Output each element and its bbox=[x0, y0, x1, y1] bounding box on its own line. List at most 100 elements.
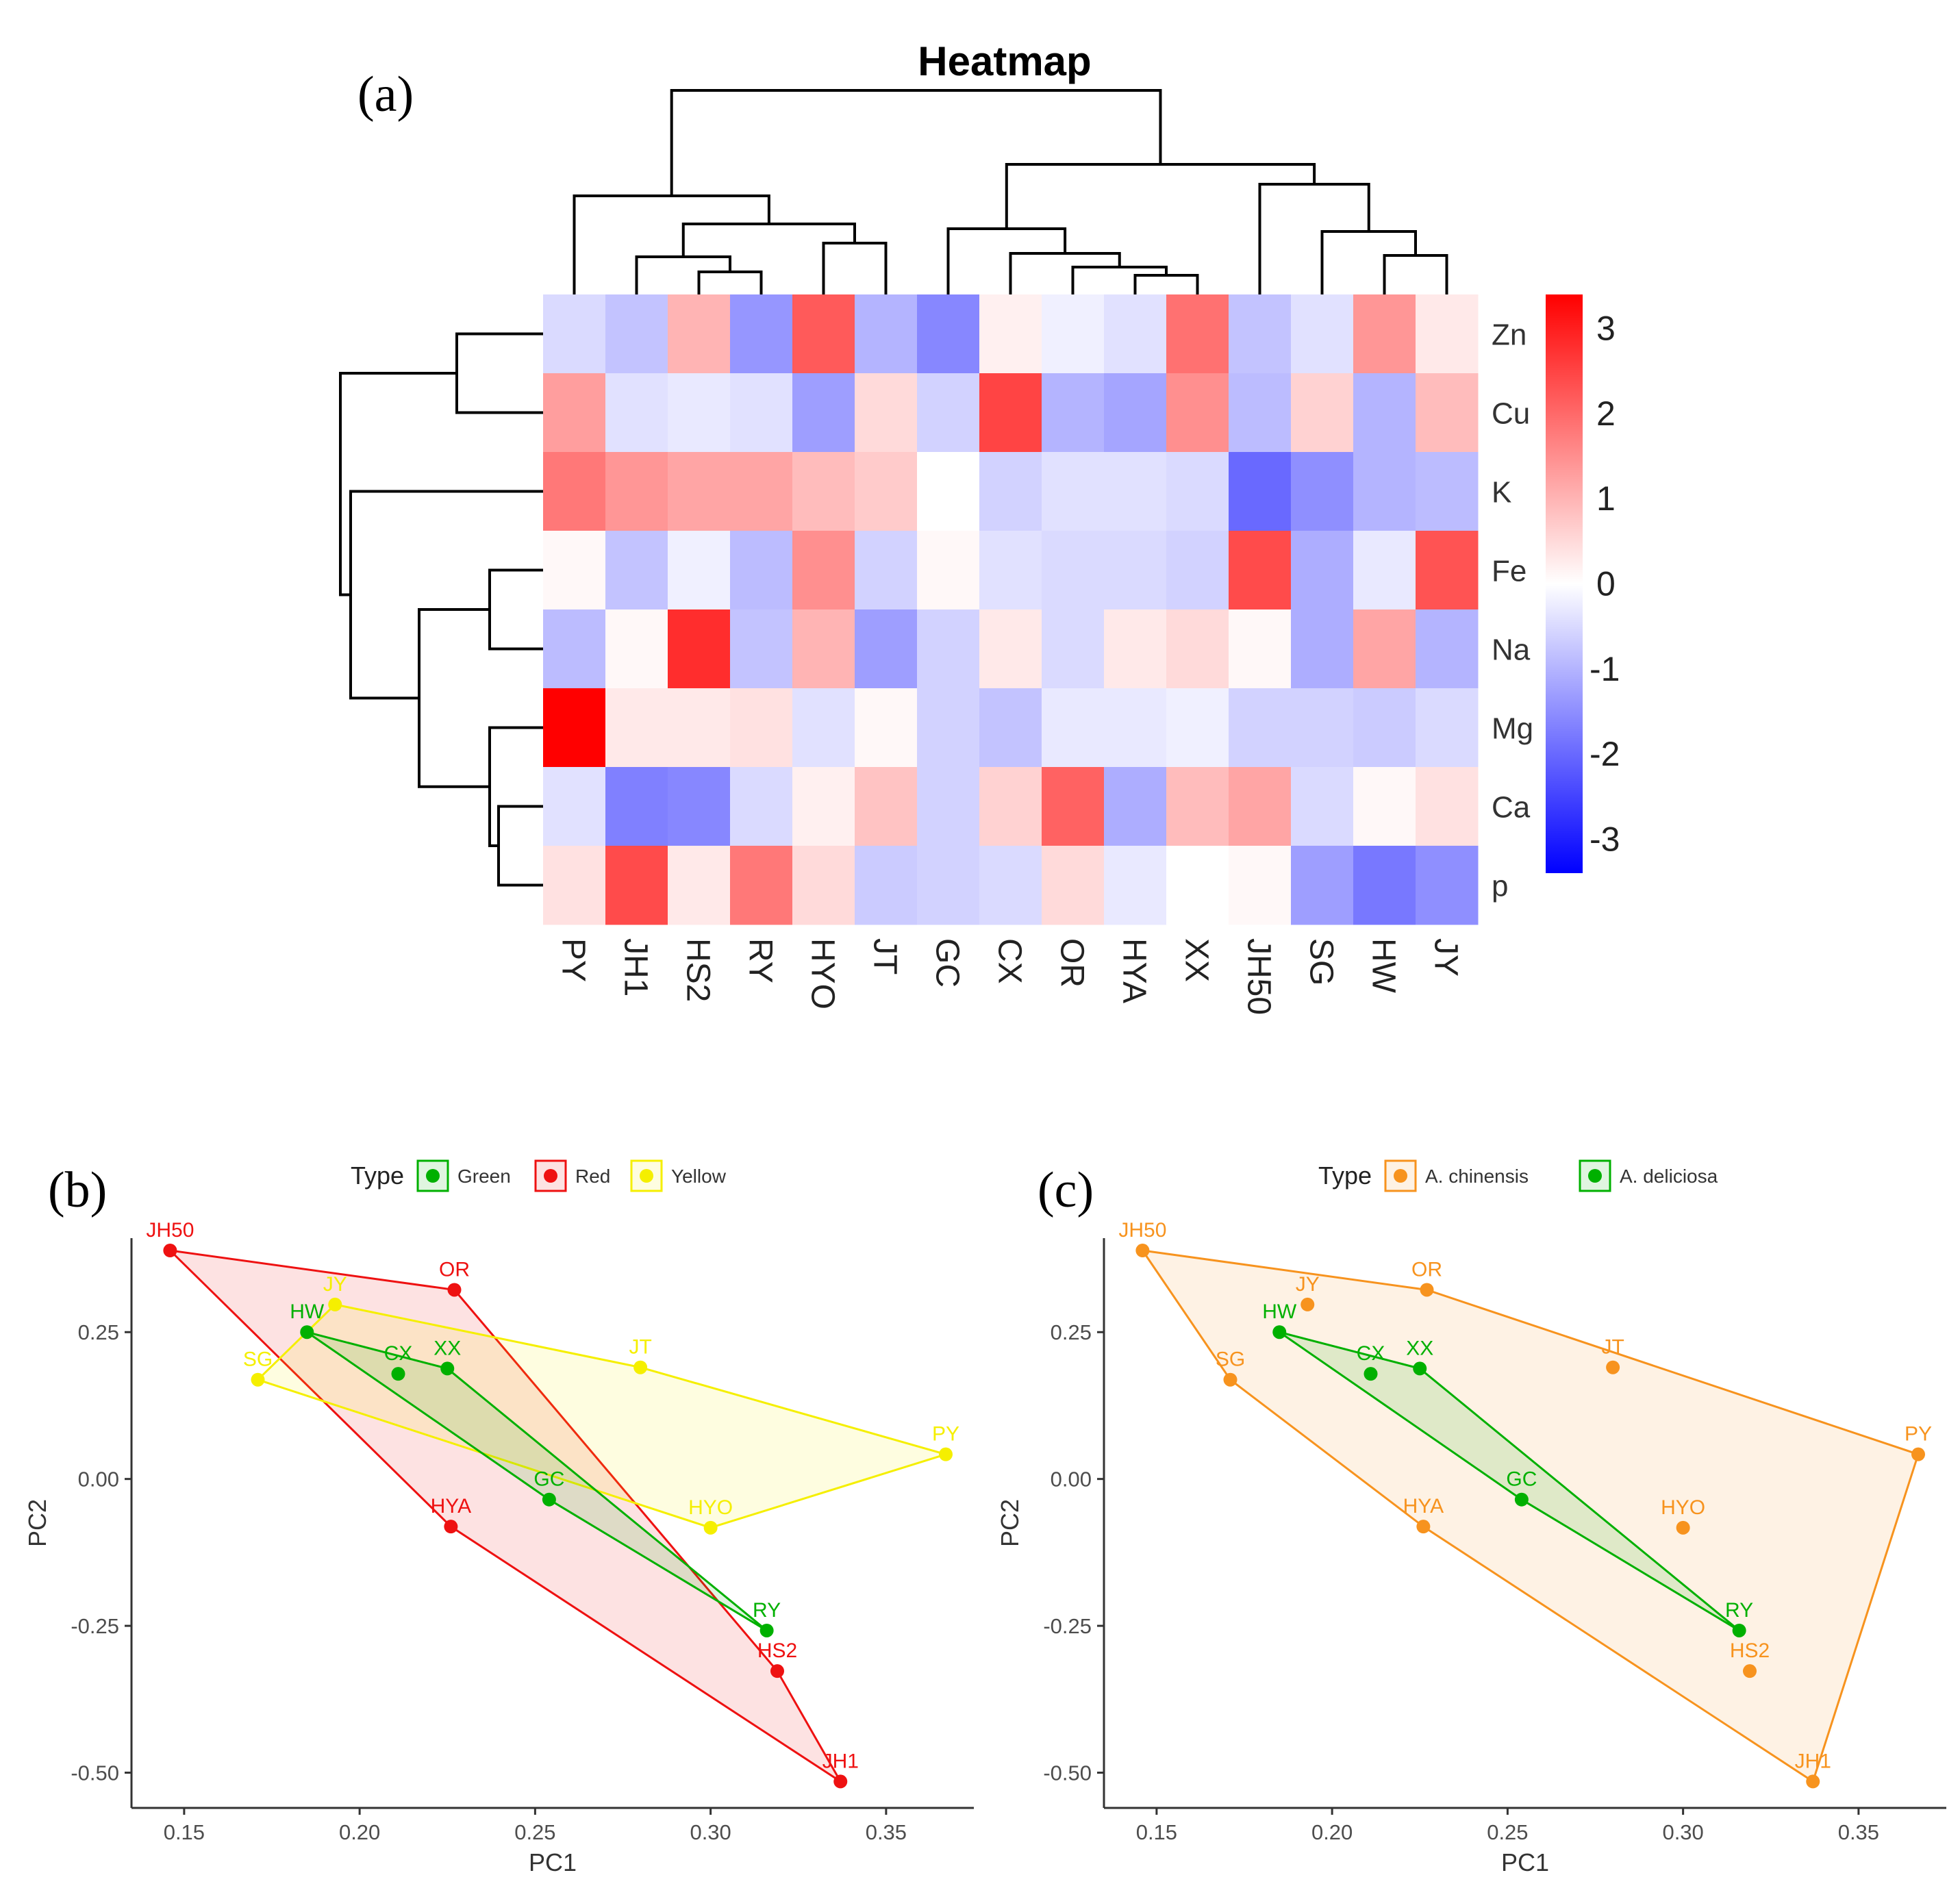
heatmap-cell-Ca-RY bbox=[730, 767, 793, 846]
point-label-OR: OR bbox=[1411, 1258, 1442, 1281]
heatmap-cell-Cu-JT bbox=[855, 373, 918, 453]
point-label-XX: XX bbox=[434, 1337, 461, 1359]
heatmap-cell-Fe-HYO bbox=[792, 531, 855, 610]
heatmap-title: Heatmap bbox=[918, 38, 1091, 84]
heatmap-cell-Cu-JH50 bbox=[1229, 373, 1292, 453]
x-tick-label: 0.35 bbox=[1838, 1820, 1879, 1844]
x-tick-label: 0.25 bbox=[514, 1820, 555, 1844]
point-label-HYA: HYA bbox=[1403, 1495, 1444, 1518]
column-dendrogram bbox=[573, 89, 1448, 294]
point-HYA bbox=[444, 1520, 458, 1534]
point-HYA bbox=[1416, 1520, 1431, 1534]
heatmap-cells bbox=[543, 294, 1479, 925]
point-label-OR: OR bbox=[439, 1258, 470, 1281]
col-dendro-link bbox=[946, 227, 1067, 294]
point-JT bbox=[1606, 1360, 1620, 1374]
col-dendro-link bbox=[573, 194, 770, 294]
heatmap-cell-Zn-HW bbox=[1353, 294, 1416, 374]
point-label-XX: XX bbox=[1406, 1337, 1433, 1359]
legend-label: A. deliciosa bbox=[1620, 1166, 1718, 1187]
row-label-K: K bbox=[1492, 476, 1511, 510]
heatmap-cell-p-JY bbox=[1416, 846, 1479, 925]
point-label-PY: PY bbox=[932, 1423, 959, 1446]
row-label-Mg: Mg bbox=[1492, 712, 1533, 746]
row-dendro-link bbox=[455, 332, 543, 414]
heatmap-cell-Na-JY bbox=[1416, 609, 1479, 689]
legend-label: A. chinensis bbox=[1425, 1166, 1529, 1187]
heatmap-column-labels: PY JH1 HS2 RY HYO JT GC CX OR HYA XX JH50 SG HW JY bbox=[555, 938, 1464, 1015]
legend-entry-red: Red bbox=[534, 1159, 610, 1192]
point-label-RY: RY bbox=[1725, 1599, 1753, 1622]
point-RY bbox=[759, 1623, 774, 1637]
heatmap-cell-Zn-CX bbox=[979, 294, 1042, 374]
row-label-Na: Na bbox=[1492, 633, 1531, 667]
heatmap-cell-Zn-HS2 bbox=[668, 294, 731, 374]
point-label-HW: HW bbox=[290, 1300, 325, 1323]
heatmap-cell-Fe-PY bbox=[543, 531, 606, 610]
row-label-Cu: Cu bbox=[1492, 397, 1530, 431]
x-tick-label: 0.15 bbox=[1136, 1820, 1177, 1844]
panel-c-label: (c) bbox=[1038, 1162, 1094, 1218]
heatmap-cell-p-HW bbox=[1353, 846, 1416, 925]
legend-entry-a-deliciosa: A. deliciosa bbox=[1579, 1159, 1718, 1192]
y-tick-label: -0.50 bbox=[71, 1761, 119, 1785]
column-label-XX: XX bbox=[1179, 938, 1215, 982]
heatmap-cell-Ca-OR bbox=[1042, 767, 1105, 846]
point-label-JH1: JH1 bbox=[822, 1750, 859, 1772]
heatmap-cell-Mg-OR bbox=[1042, 688, 1105, 768]
point-JY bbox=[1301, 1297, 1315, 1311]
heatmap-cell-Zn-XX bbox=[1166, 294, 1229, 374]
heatmap-cell-Na-HYA bbox=[1104, 609, 1167, 689]
col-dendro-link bbox=[681, 223, 856, 257]
heatmap-cell-Mg-PY bbox=[543, 688, 606, 768]
point-label-HS2: HS2 bbox=[757, 1639, 797, 1662]
point-label-JH50: JH50 bbox=[1118, 1219, 1166, 1242]
heatmap-cell-Mg-JH50 bbox=[1229, 688, 1292, 768]
y-tick-label: 0.00 bbox=[1051, 1468, 1092, 1492]
heatmap-cell-Fe-HYA bbox=[1104, 531, 1167, 610]
heatmap-cell-p-OR bbox=[1042, 846, 1105, 925]
y-axis-title: PC2 bbox=[996, 1499, 1024, 1547]
heatmap-cell-Ca-JY bbox=[1416, 767, 1479, 846]
panel-b-label: (b) bbox=[48, 1162, 107, 1218]
heatmap-cell-K-CX bbox=[979, 452, 1042, 531]
point-JY bbox=[328, 1297, 342, 1311]
colorbar-tick-label: -3 bbox=[1590, 820, 1620, 858]
point-JH1 bbox=[833, 1774, 848, 1789]
heatmap-cell-Na-PY bbox=[543, 609, 606, 689]
heatmap-cell-K-JY bbox=[1416, 452, 1479, 531]
y-axis-title: PC2 bbox=[23, 1499, 51, 1547]
heatmap-cell-Na-JT bbox=[855, 609, 918, 689]
heatmap-cell-K-HYA bbox=[1104, 452, 1167, 531]
heatmap-cell-K-RY bbox=[730, 452, 793, 531]
heatmap-cell-Mg-HS2 bbox=[668, 688, 731, 768]
pca-plot-c: 0.15 0.20 0.25 0.30 0.35 0.25 0.00 -0.25 -0.50 PC… bbox=[996, 1159, 1946, 1876]
heatmap-cell-Zn-RY bbox=[730, 294, 793, 374]
heatmap-cell-p-GC bbox=[917, 846, 980, 925]
heatmap-cell-Fe-HW bbox=[1353, 531, 1416, 610]
point-GC bbox=[1514, 1492, 1529, 1507]
y-tick-label: -0.25 bbox=[1043, 1614, 1092, 1638]
heatmap-cell-Ca-SG bbox=[1291, 767, 1354, 846]
heatmap-cell-Na-OR bbox=[1042, 609, 1105, 689]
heatmap-cell-K-JT bbox=[855, 452, 918, 531]
heatmap-cell-Fe-JT bbox=[855, 531, 918, 610]
heatmap-cell-Zn-SG bbox=[1291, 294, 1354, 374]
point-JH1 bbox=[1806, 1774, 1820, 1789]
heatmap-cell-Na-XX bbox=[1166, 609, 1229, 689]
heatmap-cell-Mg-SG bbox=[1291, 688, 1354, 768]
point-label-HYO: HYO bbox=[688, 1496, 733, 1519]
heatmap-cell-Mg-XX bbox=[1166, 688, 1229, 768]
heatmap-cell-Mg-GC bbox=[917, 688, 980, 768]
col-dendro-link bbox=[1383, 254, 1448, 294]
legend-key-dot bbox=[544, 1169, 557, 1183]
point-GC bbox=[542, 1492, 556, 1507]
heatmap-cell-Na-SG bbox=[1291, 609, 1354, 689]
heatmap-cell-p-SG bbox=[1291, 846, 1354, 925]
heatmap-cell-Fe-SG bbox=[1291, 531, 1354, 610]
heatmap-cell-Zn-JH50 bbox=[1229, 294, 1292, 374]
column-label-PY: PY bbox=[555, 938, 592, 982]
col-dendro-link bbox=[1071, 266, 1168, 294]
colorbar-tick-label: 2 bbox=[1596, 394, 1616, 433]
point-JT bbox=[633, 1360, 648, 1374]
